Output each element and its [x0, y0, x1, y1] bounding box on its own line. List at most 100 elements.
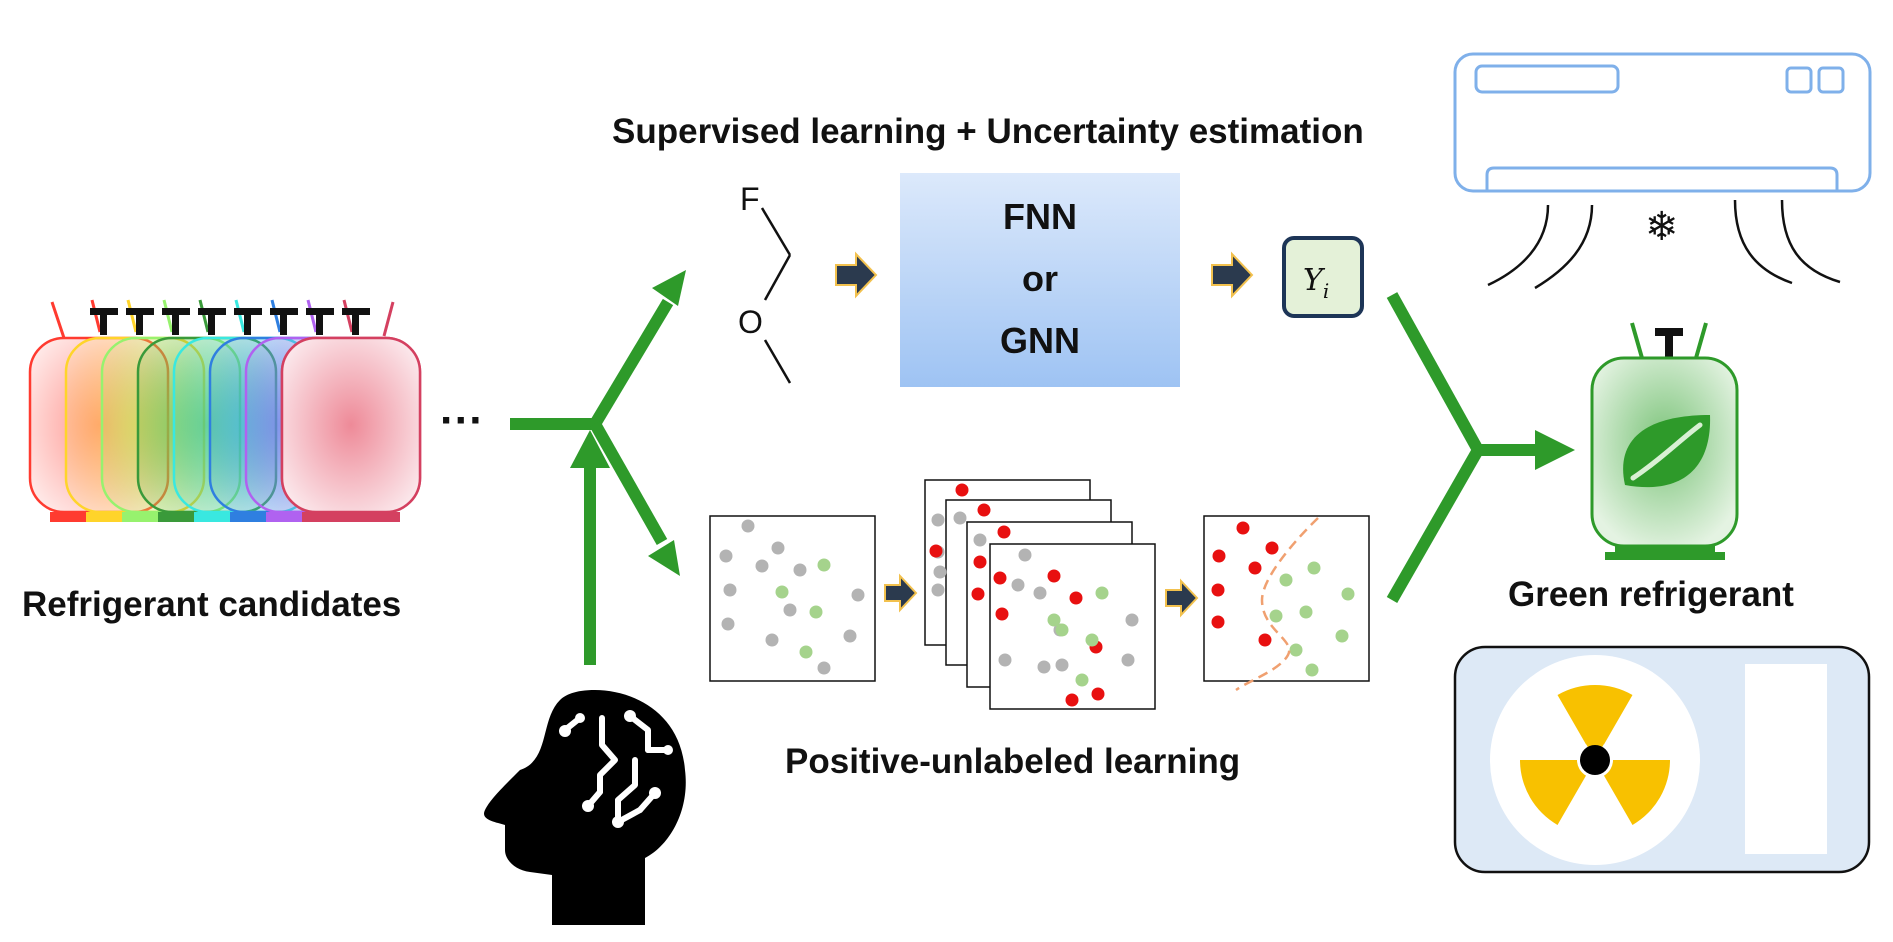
ai-head-icon — [484, 690, 686, 925]
data-point — [1279, 573, 1293, 587]
data-point — [1095, 586, 1109, 600]
atom-oxygen: O — [738, 304, 763, 340]
output-symbol: Y — [1303, 263, 1326, 298]
data-point — [1299, 605, 1313, 619]
data-point — [1211, 583, 1225, 597]
air-conditioner-icon: ❄ — [1453, 52, 1872, 290]
decision-boundary — [1235, 517, 1319, 692]
data-point — [933, 565, 947, 579]
pu-arrowhead — [648, 540, 680, 576]
data-point — [1212, 549, 1226, 563]
molecule-structure: F O — [738, 181, 792, 384]
atom-fluorine: F — [740, 181, 760, 217]
data-point — [719, 549, 733, 563]
data-point — [931, 583, 945, 597]
step-arrow-model-to-output — [1211, 251, 1254, 299]
small-step-arrows — [835, 251, 1254, 618]
data-point — [817, 661, 831, 675]
data-point — [851, 588, 865, 602]
radiation-blade — [1520, 760, 1586, 825]
leaf-icon — [1623, 415, 1711, 488]
radiation-center — [1580, 745, 1610, 775]
data-point — [1065, 693, 1079, 707]
data-point — [1289, 643, 1303, 657]
merge-lower — [1386, 447, 1484, 603]
refrigerant-candidate-tanks — [28, 299, 422, 522]
data-point — [993, 571, 1007, 585]
data-point — [1307, 561, 1321, 575]
data-point — [1047, 569, 1061, 583]
data-point — [931, 513, 945, 527]
data-point — [1121, 653, 1135, 667]
data-point — [953, 511, 967, 525]
arrow-to-supervised — [589, 298, 674, 428]
data-point — [793, 563, 807, 577]
data-point — [998, 653, 1012, 667]
model-box-line-1: FNN — [1003, 196, 1077, 237]
step-arrow-pu-1 — [884, 573, 918, 613]
data-point — [1091, 687, 1105, 701]
pu-panel-stack-4 — [989, 543, 1156, 710]
data-point — [741, 519, 755, 533]
supervised-arrowhead — [652, 270, 686, 306]
model-box-line-2: or — [1022, 258, 1058, 299]
output-y-box: Yi — [1282, 236, 1364, 318]
radiation-blade — [1604, 760, 1670, 825]
data-point — [1085, 633, 1099, 647]
pu-panel-initial — [709, 515, 876, 682]
data-point — [997, 525, 1011, 539]
supervised-learning-title: Supervised learning + Uncertainty estima… — [612, 112, 1364, 151]
data-point — [1341, 587, 1355, 601]
ellipsis-dots: ··· — [440, 396, 484, 445]
data-point — [755, 559, 769, 573]
flow-arrows — [510, 292, 1540, 665]
data-point — [1211, 615, 1225, 629]
data-point — [971, 587, 985, 601]
data-point — [973, 533, 987, 547]
data-point — [1047, 613, 1061, 627]
data-point — [995, 607, 1009, 621]
arrow-heads — [570, 270, 1575, 576]
hazard-panel — [1453, 645, 1871, 874]
data-point — [973, 555, 987, 569]
data-point — [1125, 613, 1139, 627]
data-point — [765, 633, 779, 647]
data-point — [1248, 561, 1262, 575]
data-point — [771, 541, 785, 555]
pu-learning-label: Positive-unlabeled learning — [785, 742, 1241, 781]
svg-text:Yi: Yi — [1303, 263, 1329, 303]
model-box-line-3: GNN — [1000, 320, 1080, 361]
data-point — [1055, 623, 1069, 637]
data-point — [1033, 586, 1047, 600]
data-point — [843, 629, 857, 643]
data-point — [721, 617, 735, 631]
data-point — [723, 583, 737, 597]
data-point — [1265, 541, 1279, 555]
step-arrow-pu-2 — [1165, 578, 1199, 618]
radiation-blade — [1557, 685, 1633, 745]
data-point — [1305, 663, 1319, 677]
data-point — [977, 503, 991, 517]
step-arrow-mol-to-model — [835, 251, 878, 299]
data-point — [775, 585, 789, 599]
data-point — [1069, 591, 1083, 605]
data-point — [1258, 633, 1272, 647]
snowflake-icon: ❄ — [1645, 204, 1679, 250]
output-subscript: i — [1323, 279, 1329, 303]
model-box — [900, 173, 1180, 387]
pu-learning-panels — [709, 479, 1370, 710]
data-point — [955, 483, 969, 497]
merge-upper — [1386, 292, 1484, 453]
data-point — [1018, 548, 1032, 562]
green-refrigerant-label: Green refrigerant — [1508, 575, 1794, 614]
data-point — [1269, 609, 1283, 623]
front-refrigerant-tank — [280, 336, 422, 522]
green-refrigerant-cylinder — [1590, 322, 1739, 560]
data-point — [809, 605, 823, 619]
ai-up-arrowhead — [570, 430, 610, 468]
arrow-to-pu — [589, 421, 668, 545]
data-point — [817, 558, 831, 572]
data-point — [1037, 660, 1051, 674]
output-arrowhead — [1535, 430, 1575, 470]
